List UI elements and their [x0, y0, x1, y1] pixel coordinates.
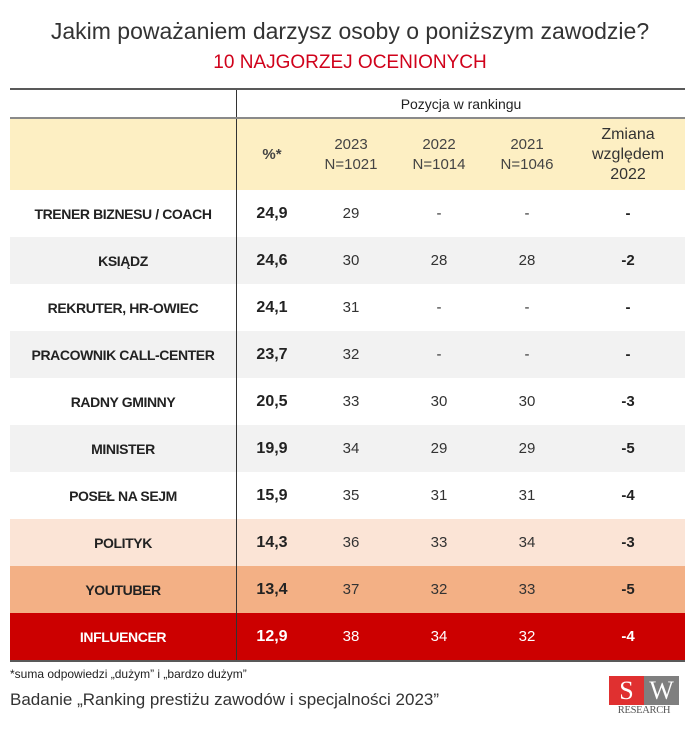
rank-2022: 29 — [395, 425, 483, 472]
header-change: Zmiana względem 2022 — [571, 118, 685, 190]
table-row: RADNY GMINNY 20,5 33 30 30 -3 — [10, 378, 685, 425]
rank-2022: - — [395, 331, 483, 378]
header-pct: %* — [236, 118, 307, 190]
percent-value: 14,3 — [236, 519, 307, 566]
rank-2021: 32 — [483, 613, 571, 661]
profession-label: POSEŁ NA SEJM — [10, 472, 237, 519]
rank-2022: 31 — [430, 487, 448, 504]
header-2023: 2023 N=1021 — [307, 118, 395, 190]
rank-2021: 31 — [518, 487, 536, 504]
page-title: Jakim poważaniem darzysz osoby o poniższ… — [50, 18, 650, 44]
table-row: MINISTER 19,9 34 29 29 -5 — [10, 425, 685, 472]
rank-change: - — [571, 331, 685, 378]
rank-2023: 29 — [342, 205, 360, 222]
profession-label: INFLUENCER — [10, 613, 237, 661]
rank-change: - — [625, 299, 631, 316]
rank-2022: 33 — [395, 519, 483, 566]
rank-2022: - — [436, 299, 442, 316]
page-subtitle: 10 NAJGORZEJ OCENIONYCH — [213, 52, 487, 73]
header-group: Pozycja w rankingu — [236, 89, 685, 119]
header-2022: 2022 N=1014 — [395, 118, 483, 190]
rank-2021: 33 — [483, 566, 571, 613]
percent-value: 24,1 — [256, 298, 288, 316]
rank-change: -5 — [571, 566, 685, 613]
header-row: %* 2023 N=1021 2022 N=1014 2021 N=1046 Zmia… — [10, 118, 685, 190]
rank-2023: 30 — [307, 237, 395, 284]
rank-2021: 29 — [483, 425, 571, 472]
table-row: REKRUTER, HR-OWIEC 24,1 31 - - - — [10, 284, 685, 331]
percent-value: 24,6 — [236, 237, 307, 284]
profession-label: PRACOWNIK CALL-CENTER — [10, 331, 237, 378]
rank-change: -4 — [571, 613, 685, 661]
percent-value: 20,5 — [256, 392, 288, 410]
rank-2023: 36 — [307, 519, 395, 566]
profession-label: KSIĄDZ — [10, 237, 237, 284]
table-row: KSIĄDZ 24,6 30 28 28 -2 — [10, 237, 685, 284]
table-row: PRACOWNIK CALL-CENTER 23,7 32- - - — [10, 331, 685, 378]
table-row: POSEŁ NA SEJM 15,9 35 31 31 -4 — [10, 472, 685, 519]
percent-value: 15,9 — [256, 486, 288, 504]
profession-label: REKRUTER, HR-OWIEC — [10, 284, 237, 331]
percent-value: 12,9 — [236, 613, 307, 661]
rank-2021: - — [483, 331, 571, 378]
table-row: INFLUENCER 12,9 38 34 32 -4 — [10, 613, 685, 661]
rank-change: -5 — [571, 425, 685, 472]
rank-2023: 35 — [342, 487, 360, 504]
header-group-row: Pozycja w rankingu — [10, 89, 685, 119]
profession-label: RADNY GMINNY — [10, 378, 237, 425]
ranking-table: Pozycja w rankingu %* 2023 N=1021 2022 N=1… — [10, 88, 685, 662]
table-row: POLITYK 14,3 36 33 34 -3 — [10, 519, 685, 566]
rank-2022: 32 — [395, 566, 483, 613]
footnote: *suma odpowiedzi „dużym” i „bardzo dużym… — [10, 667, 247, 681]
profession-label: TRENER BIZNESU / COACH — [10, 190, 237, 237]
rank-2021: - — [524, 205, 530, 222]
profession-label: POLITYK — [10, 519, 237, 566]
rank-2021: 30 — [518, 393, 536, 410]
rank-2023: 34 — [307, 425, 395, 472]
percent-value: 24,9 — [256, 204, 288, 222]
rank-2022: - — [436, 205, 442, 222]
rank-2021: - — [524, 299, 530, 316]
percent-value: 19,9 — [236, 425, 307, 472]
rank-2023: 37 — [307, 566, 395, 613]
rank-2021: 28 — [483, 237, 571, 284]
rank-change: - — [625, 205, 631, 222]
rank-2021: 34 — [483, 519, 571, 566]
rank-change: -2 — [571, 237, 685, 284]
profession-label: MINISTER — [10, 425, 237, 472]
rank-2022: 28 — [395, 237, 483, 284]
table-row: TRENER BIZNESU / COACH 24,9 29 - - - — [10, 190, 685, 237]
header-2021: 2021 N=1046 — [483, 118, 571, 190]
table-row: YOUTUBER 13,4 37 32 33 -5 — [10, 566, 685, 613]
rank-2022: 30 — [430, 393, 448, 410]
percent-value: 23,7 — [236, 331, 307, 378]
profession-label: YOUTUBER — [10, 566, 237, 613]
rank-2023: 31 — [342, 299, 360, 316]
rank-2023: 38 — [307, 613, 395, 661]
rank-2023: 33 — [342, 393, 360, 410]
rank-change: -3 — [571, 519, 685, 566]
rank-change: -3 — [621, 393, 635, 410]
rank-2023: 32 — [307, 331, 395, 378]
percent-value: 13,4 — [236, 566, 307, 613]
rank-change: -4 — [621, 487, 635, 504]
rank-2022: 34 — [395, 613, 483, 661]
source-note: Badanie „Ranking prestiżu zawodów i spec… — [10, 690, 440, 709]
